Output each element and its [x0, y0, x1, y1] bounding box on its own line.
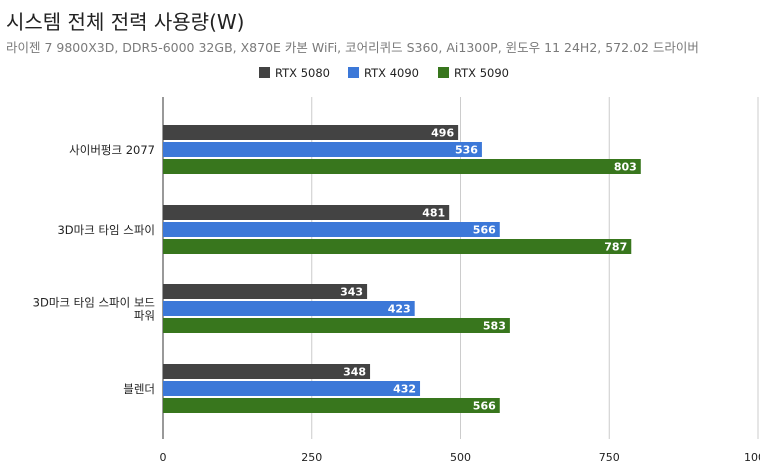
data-label-rtx-4090-2: 423 — [388, 303, 411, 316]
data-label-rtx-5080-2: 343 — [340, 286, 363, 299]
data-label-rtx-5090-2: 583 — [483, 320, 506, 333]
data-label-rtx-5080-0: 496 — [431, 127, 454, 140]
data-label-rtx-5090-1: 787 — [604, 241, 627, 254]
chart-subtitle: 라이젠 7 9800X3D, DDR5-6000 32GB, X870E 카본 … — [6, 40, 699, 55]
bar-rtx-5080-0 — [163, 125, 459, 140]
bar-rtx-4090-3 — [163, 381, 421, 396]
category-label-1: 3D마크 타임 스파이 — [57, 223, 155, 237]
bar-rtx-5090-2 — [163, 318, 510, 333]
bar-rtx-4090-1 — [163, 222, 500, 237]
legend-swatch-rtx-5080 — [259, 67, 270, 78]
x-tick-label-750: 750 — [599, 451, 620, 464]
legend-label-rtx-5090: RTX 5090 — [454, 66, 509, 80]
bar-rtx-5080-1 — [163, 205, 450, 220]
bar-rtx-5080-2 — [163, 284, 368, 299]
legend-label-rtx-4090: RTX 4090 — [364, 66, 419, 80]
x-tick-label-0: 0 — [160, 451, 167, 464]
category-label-0: 사이버펑크 2077 — [69, 143, 155, 157]
bar-rtx-5090-3 — [163, 398, 500, 413]
data-label-rtx-4090-0: 536 — [455, 144, 478, 157]
bar-rtx-4090-0 — [163, 142, 482, 157]
legend-label-rtx-5080: RTX 5080 — [275, 66, 330, 80]
category-label-2-line-1: 파워 — [134, 309, 155, 323]
data-label-rtx-4090-3: 432 — [393, 383, 416, 396]
bar-rtx-5090-0 — [163, 159, 641, 174]
bar-rtx-4090-2 — [163, 301, 415, 316]
data-label-rtx-5080-1: 481 — [422, 207, 445, 220]
category-label-3: 블렌더 — [123, 382, 155, 396]
data-label-rtx-5090-3: 566 — [473, 400, 496, 413]
legend-swatch-rtx-5090 — [438, 67, 449, 78]
legend-swatch-rtx-4090 — [348, 67, 359, 78]
category-label-2-line-0: 3D마크 타임 스파이 보드 — [33, 296, 155, 310]
bar-rtx-5090-1 — [163, 239, 632, 254]
data-label-rtx-5090-0: 803 — [614, 161, 637, 174]
data-label-rtx-4090-1: 566 — [473, 224, 496, 237]
x-tick-label-250: 250 — [301, 451, 322, 464]
bar-rtx-5080-3 — [163, 364, 371, 379]
x-tick-label-1000: 1000 — [744, 451, 760, 464]
x-tick-label-500: 500 — [450, 451, 471, 464]
chart-title: 시스템 전체 전력 사용량(W) — [6, 10, 245, 34]
data-label-rtx-5080-3: 348 — [343, 366, 366, 379]
